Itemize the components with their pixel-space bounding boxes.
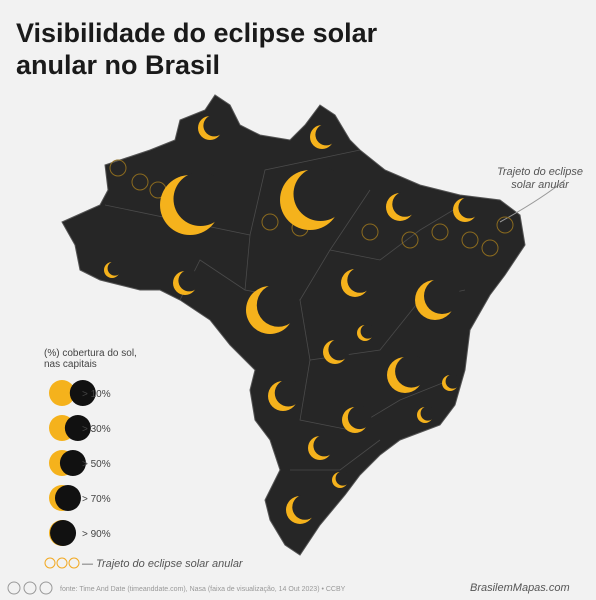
path-legend-label: — Trajeto do eclipse solar anular (81, 558, 244, 570)
crescent-moon (395, 355, 428, 388)
crescent-moon (256, 283, 300, 327)
legend-moon (69, 380, 96, 406)
legend-moon (64, 415, 91, 441)
cc-icons (7, 581, 53, 595)
annotation-line (499, 179, 566, 223)
annotation: Trajeto do eclipse (497, 166, 583, 178)
crescent-moon (445, 374, 460, 389)
legend: > 10% > 30% > 50% > 70% > 90% (49, 380, 111, 546)
legend-moon (59, 450, 86, 476)
path-ring (481, 239, 499, 257)
crescent-moon (274, 379, 302, 407)
crescent-moon (173, 172, 228, 226)
legend-moon (50, 520, 77, 546)
crescent-moon (458, 196, 481, 219)
path-ring (131, 173, 149, 191)
path-ring (109, 159, 127, 177)
crescent-moon (360, 324, 375, 339)
crescent-moon (424, 278, 460, 314)
legend-title: (%) cobertura do sol, (44, 348, 137, 359)
legend-item: > 30% (82, 424, 111, 435)
crescent-moon (292, 494, 318, 520)
crescent-moon (420, 406, 435, 421)
path-ring (496, 216, 514, 234)
brand: BrasilemMapas.com (470, 582, 570, 594)
legend-item: > 90% (82, 529, 111, 540)
legend-sun (49, 380, 75, 406)
crescent-moon (328, 338, 351, 361)
crescent-moon (178, 269, 200, 292)
crescent-moon (347, 405, 372, 430)
legend-item: > 70% (82, 494, 111, 505)
path-legend-symbol (44, 557, 80, 569)
path-ring (461, 231, 479, 249)
title-line: anular no Brasil (16, 50, 220, 80)
path-ring (401, 231, 419, 249)
legend-item: > 50% (82, 459, 111, 470)
path-ring (431, 223, 449, 241)
legend-item: > 10% (82, 389, 111, 400)
crescent-moon (392, 191, 418, 217)
legend-moon (54, 485, 81, 511)
crescent-moon (347, 267, 373, 293)
crescent-moon (335, 471, 350, 486)
crescent-moon (107, 261, 123, 276)
crescent-moon (313, 434, 336, 457)
crescent-moon (203, 114, 225, 137)
path-ring (361, 223, 379, 241)
source: fonte: Time And Date (timeanddate.com), … (60, 586, 346, 593)
title-line: Visibilidade do eclipse solar (16, 18, 378, 48)
crescent-moon (293, 167, 348, 221)
crescent-moon (315, 123, 338, 146)
annotation: solar anular (511, 179, 570, 191)
path-ring (261, 213, 279, 231)
legend-title: nas capitais (44, 359, 97, 370)
eclipse-crescents (104, 114, 514, 524)
